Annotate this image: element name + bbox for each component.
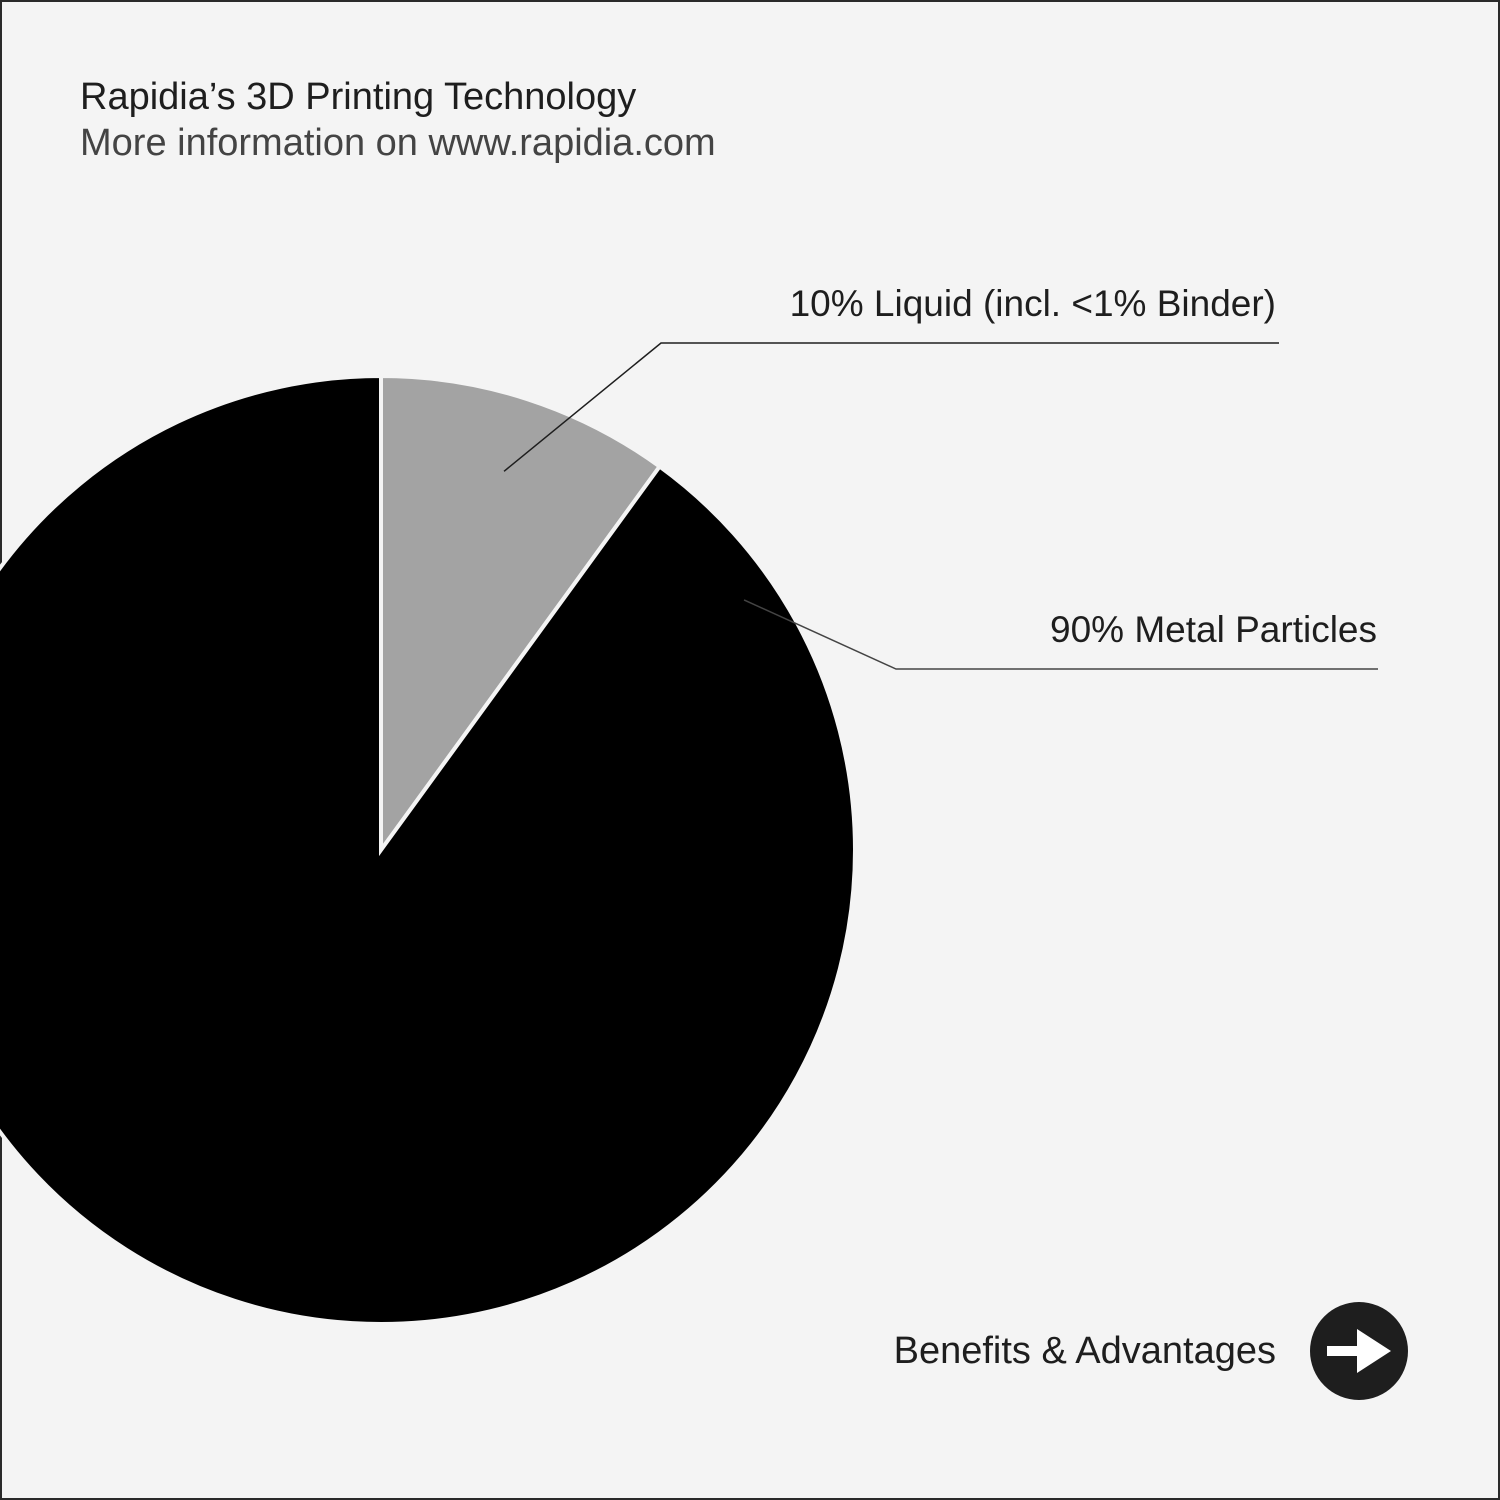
page-title: Rapidia’s 3D Printing Technology	[80, 76, 637, 118]
slice-label-0: 10% Liquid (incl. <1% Binder)	[790, 283, 1276, 324]
callout-line-1	[743, 599, 1378, 670]
page-subtitle: More information on www.rapidia.com	[80, 122, 716, 164]
pie-slices	[0, 373, 857, 1326]
pie-callouts: 10% Liquid (incl. <1% Binder) 90% Metal P…	[503, 283, 1378, 670]
benefits-advantages-link[interactable]: Benefits & Advantages	[894, 1302, 1408, 1400]
arrow-right-icon	[1327, 1329, 1391, 1373]
pie-slice-0	[379, 373, 663, 857]
slice-label-1: 90% Metal Particles	[1050, 609, 1377, 650]
header: Rapidia’s 3D Printing Technology More in…	[80, 74, 716, 166]
pie-slice-1	[0, 373, 857, 1326]
cta-label: Benefits & Advantages	[893, 1329, 1276, 1372]
arrow-right-button[interactable]	[1310, 1302, 1408, 1400]
callout-line-0	[503, 342, 1279, 472]
